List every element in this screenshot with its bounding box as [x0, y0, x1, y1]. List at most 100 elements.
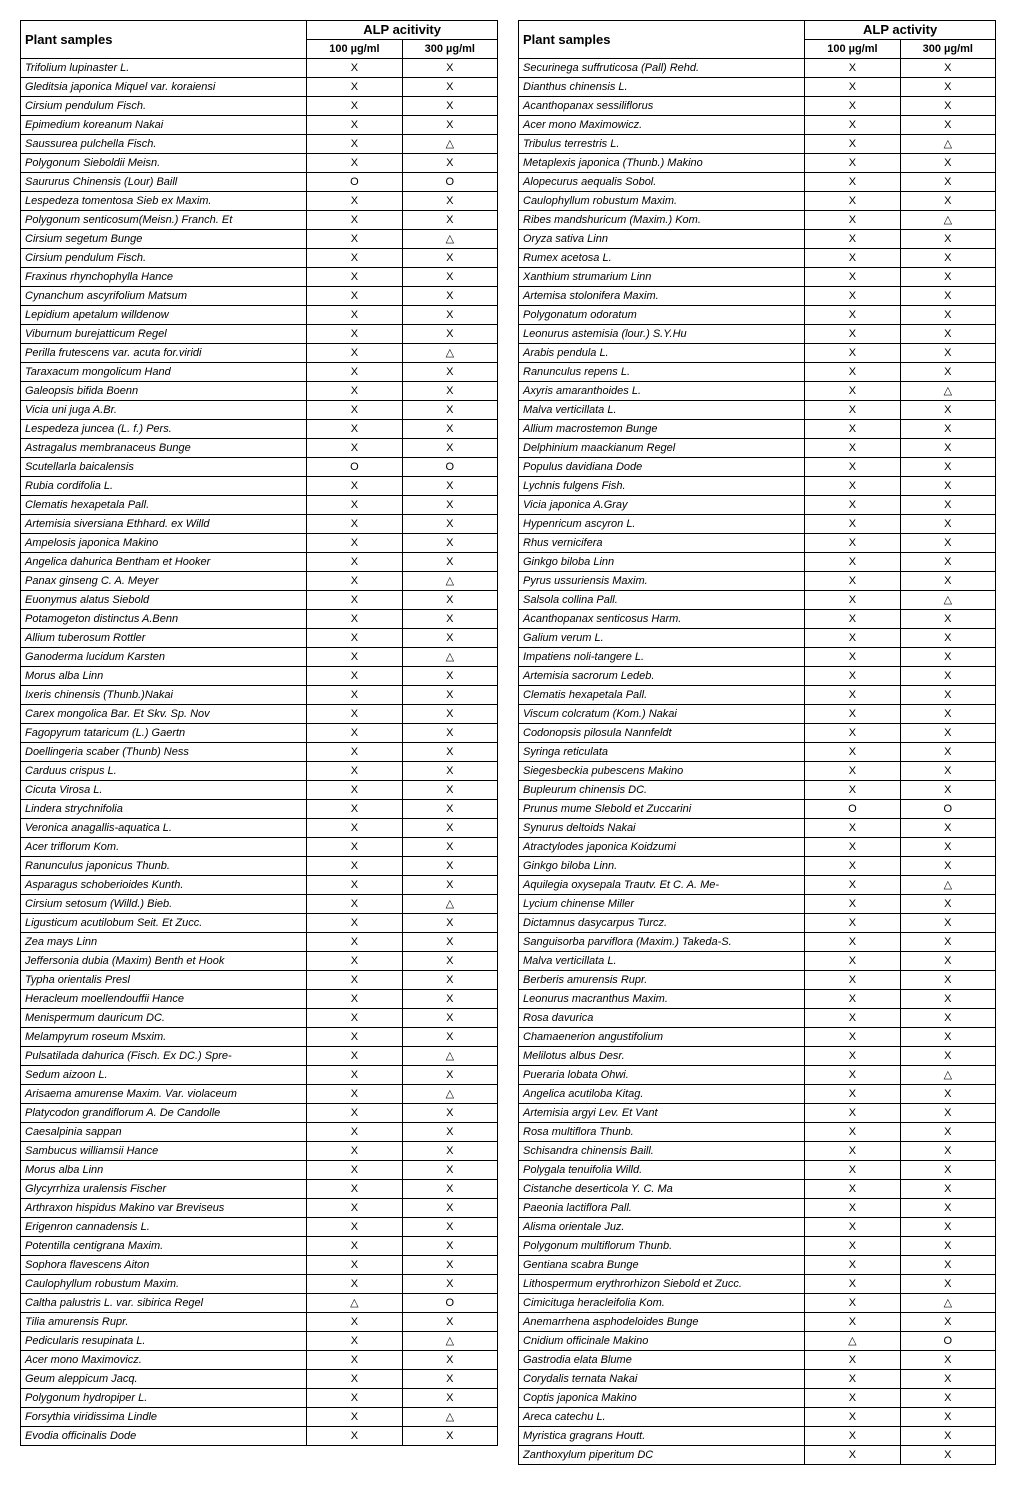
- plant-name: Viscum colcratum (Kom.) Nakai: [519, 705, 805, 724]
- val-300: X: [900, 1389, 995, 1408]
- table-row: Euonymus alatus SieboldXX: [21, 591, 498, 610]
- val-100: X: [307, 1085, 402, 1104]
- plant-name: Zanthoxylum piperitum DC: [519, 1446, 805, 1465]
- val-300: X: [900, 610, 995, 629]
- val-100: X: [805, 1142, 900, 1161]
- val-100: X: [805, 1237, 900, 1256]
- table-row: Rhus verniciferaXX: [519, 534, 996, 553]
- plant-name: Areca catechu L.: [519, 1408, 805, 1427]
- plant-name: Epimedium koreanum Nakai: [21, 116, 307, 135]
- table-row: Cicuta Virosa L.XX: [21, 781, 498, 800]
- val-300: X: [402, 1218, 497, 1237]
- val-100: X: [805, 420, 900, 439]
- val-100: X: [307, 1332, 402, 1351]
- val-300: O: [402, 458, 497, 477]
- val-100: X: [805, 629, 900, 648]
- header-alp-left: ALP acitivity: [307, 21, 498, 40]
- val-300: X: [900, 496, 995, 515]
- val-100: X: [307, 287, 402, 306]
- table-row: Taraxacum mongolicum HandXX: [21, 363, 498, 382]
- val-300: △: [402, 1332, 497, 1351]
- table-row: Panax ginseng C. A. MeyerX△: [21, 572, 498, 591]
- val-100: X: [805, 1123, 900, 1142]
- table-row: Lespedeza juncea (L. f.) Pers.XX: [21, 420, 498, 439]
- val-100: X: [307, 781, 402, 800]
- val-100: X: [307, 1142, 402, 1161]
- table-row: Lychnis fulgens Fish.XX: [519, 477, 996, 496]
- table-row: Cirsium pendulum Fisch.XX: [21, 249, 498, 268]
- table-row: Allium tuberosum RottlerXX: [21, 629, 498, 648]
- plant-name: Populus davidiana Dode: [519, 458, 805, 477]
- val-300: X: [900, 1199, 995, 1218]
- plant-name: Potamogeton distinctus A.Benn: [21, 610, 307, 629]
- plant-name: Rumex acetosa L.: [519, 249, 805, 268]
- val-100: X: [307, 553, 402, 572]
- val-100: X: [805, 116, 900, 135]
- table-row: Aquilegia oxysepala Trautv. Et C. A. Me-…: [519, 876, 996, 895]
- val-300: X: [900, 724, 995, 743]
- plant-name: Lithospermum erythrorhizon Siebold et Zu…: [519, 1275, 805, 1294]
- plant-name: Lindera strychnifolia: [21, 800, 307, 819]
- plant-name: Schisandra chinensis Baill.: [519, 1142, 805, 1161]
- table-row: Lespedeza tomentosa Sieb ex Maxim.XX: [21, 192, 498, 211]
- val-300: X: [900, 1104, 995, 1123]
- plant-name: Erigenron cannadensis L.: [21, 1218, 307, 1237]
- plant-name: Pedicularis resupinata L.: [21, 1332, 307, 1351]
- val-100: X: [805, 1446, 900, 1465]
- plant-name: Astragalus membranaceus Bunge: [21, 439, 307, 458]
- plant-name: Asparagus schoberioides Kunth.: [21, 876, 307, 895]
- val-100: X: [307, 477, 402, 496]
- val-300: O: [402, 1294, 497, 1313]
- table-row: Fraxinus rhynchophylla HanceXX: [21, 268, 498, 287]
- table-row: Angelica acutiloba Kitag.XX: [519, 1085, 996, 1104]
- table-row: Lindera strychnifoliaXX: [21, 800, 498, 819]
- plant-name: Rosa multiflora Thunb.: [519, 1123, 805, 1142]
- table-row: Malva verticillata L.XX: [519, 952, 996, 971]
- table-row: Pyrus ussuriensis Maxim.XX: [519, 572, 996, 591]
- val-300: X: [402, 1142, 497, 1161]
- plant-name: Siegesbeckia pubescens Makino: [519, 762, 805, 781]
- val-100: X: [805, 268, 900, 287]
- plant-name: Acanthopanax senticosus Harm.: [519, 610, 805, 629]
- val-300: △: [900, 135, 995, 154]
- plant-name: Oryza sativa Linn: [519, 230, 805, 249]
- table-row: Astragalus membranaceus BungeXX: [21, 439, 498, 458]
- plant-name: Cirsium pendulum Fisch.: [21, 249, 307, 268]
- val-100: X: [307, 1389, 402, 1408]
- table-row: Ranunculus japonicus Thunb.XX: [21, 857, 498, 876]
- table-row: Axyris amaranthoides L.X△: [519, 382, 996, 401]
- table-row: Tilia amurensis Rupr.XX: [21, 1313, 498, 1332]
- val-100: X: [307, 572, 402, 591]
- val-300: X: [900, 420, 995, 439]
- table-row: Glycyrrhiza uralensis FischerXX: [21, 1180, 498, 1199]
- table-row: Coptis japonica MakinoXX: [519, 1389, 996, 1408]
- val-100: X: [307, 192, 402, 211]
- table-row: Prunus mume Slebold et ZuccariniOO: [519, 800, 996, 819]
- val-100: X: [307, 97, 402, 116]
- val-100: X: [805, 230, 900, 249]
- table-row: Vicia uni juga A.Br.XX: [21, 401, 498, 420]
- table-row: Populus davidiana DodeXX: [519, 458, 996, 477]
- table-row: Clematis hexapetala Pall.XX: [21, 496, 498, 515]
- val-100: X: [307, 401, 402, 420]
- val-300: X: [900, 1142, 995, 1161]
- plant-name: Gleditsia japonica Miquel var. koraiensi: [21, 78, 307, 97]
- val-100: X: [307, 249, 402, 268]
- table-row: Ginkgo biloba LinnXX: [519, 553, 996, 572]
- plant-name: Sedum aizoon L.: [21, 1066, 307, 1085]
- plant-name: Cistanche deserticola Y. C. Ma: [519, 1180, 805, 1199]
- val-100: X: [307, 154, 402, 173]
- plant-name: Sambucus williamsii Hance: [21, 1142, 307, 1161]
- plant-name: Cirsium setosum (Willd.) Bieb.: [21, 895, 307, 914]
- table-row: Ampelosis japonica MakinoXX: [21, 534, 498, 553]
- val-300: △: [900, 1294, 995, 1313]
- table-row: Ginkgo biloba Linn.XX: [519, 857, 996, 876]
- plant-name: Fagopyrum tataricum (L.) Gaertn: [21, 724, 307, 743]
- table-row: Caltha palustris L. var. sibirica Regel△…: [21, 1294, 498, 1313]
- val-100: X: [307, 743, 402, 762]
- table-row: Zanthoxylum piperitum DCXX: [519, 1446, 996, 1465]
- plant-name: Fraxinus rhynchophylla Hance: [21, 268, 307, 287]
- val-300: △: [402, 1408, 497, 1427]
- val-300: X: [402, 1066, 497, 1085]
- plant-name: Arisaema amurense Maxim. Var. violaceum: [21, 1085, 307, 1104]
